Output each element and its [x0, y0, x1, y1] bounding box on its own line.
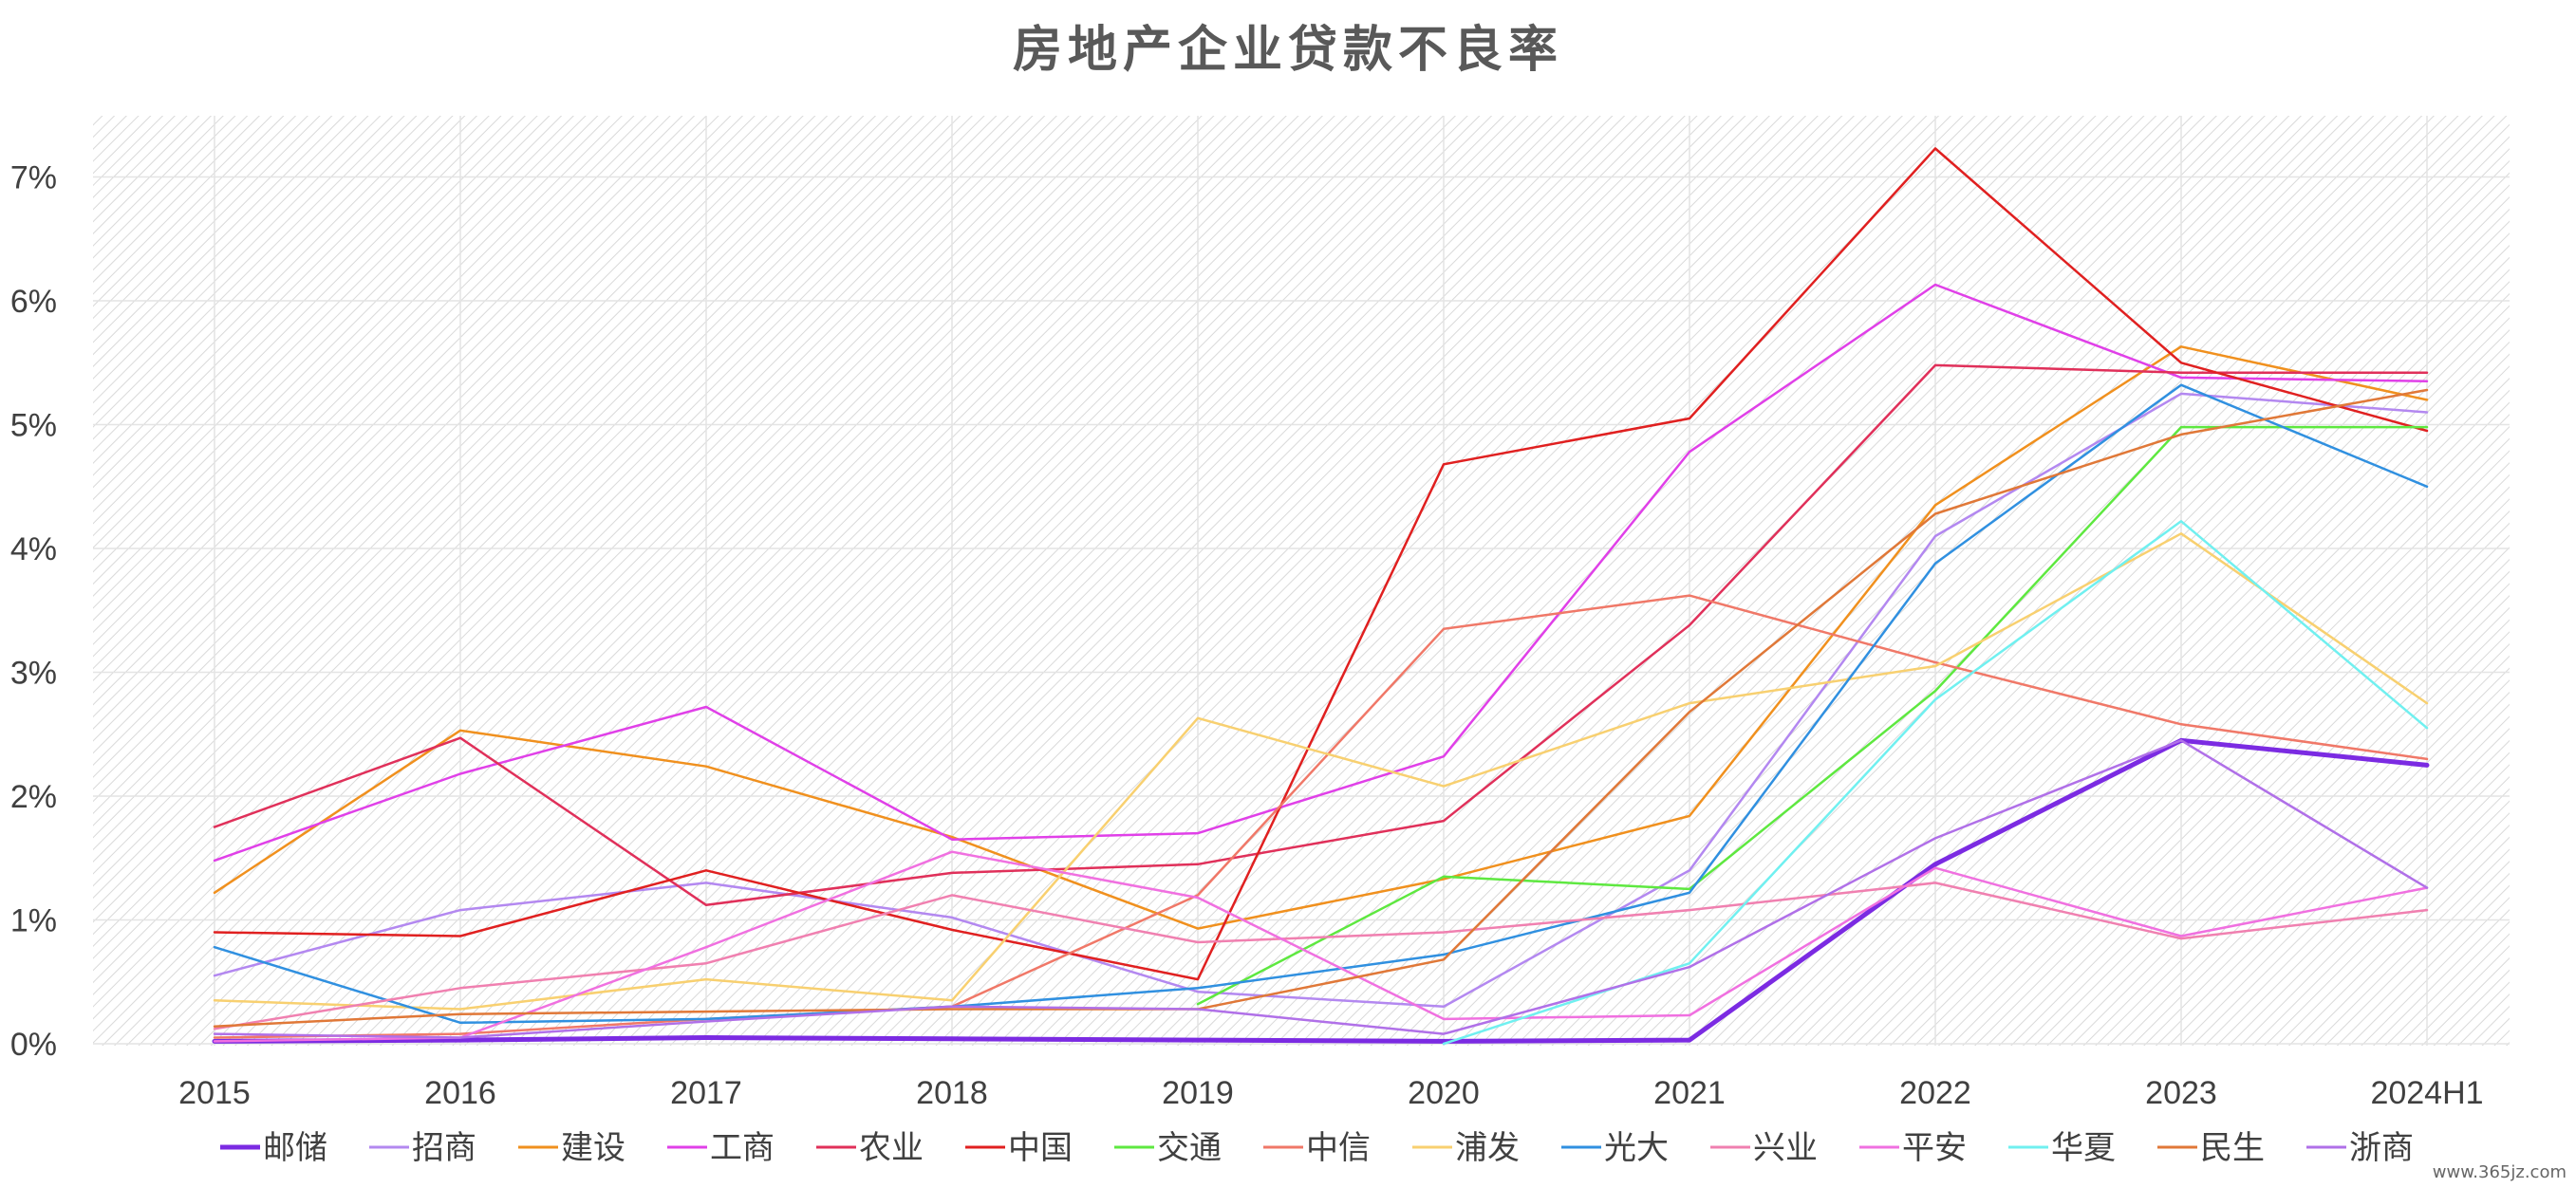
plot-area: [93, 116, 2510, 1046]
legend-label: 民生: [2200, 1129, 2265, 1167]
x-tick-label: 2017: [670, 1075, 742, 1111]
y-tick-label: 1%: [10, 903, 57, 939]
legend-label: 华夏: [2051, 1129, 2116, 1167]
x-tick-label: 2022: [1899, 1075, 1971, 1111]
x-tick-label: 2018: [916, 1075, 988, 1111]
legend-label: 浦发: [1455, 1129, 1520, 1167]
legend-label: 邮储: [263, 1129, 327, 1167]
y-tick-label: 6%: [10, 284, 57, 320]
legend-label: 建设: [561, 1129, 625, 1167]
legend-label: 光大: [1604, 1129, 1669, 1167]
series-line: [213, 392, 2429, 1009]
series-line: [213, 882, 2429, 1030]
x-tick-label: 2019: [1162, 1075, 1234, 1111]
series-line: [213, 147, 2429, 981]
x-tick-label: 2016: [424, 1075, 496, 1111]
y-tick-label: 4%: [10, 531, 57, 567]
y-tick-label: 5%: [10, 408, 57, 444]
y-tick-label: 0%: [10, 1027, 57, 1063]
series-line: [212, 737, 2430, 1044]
legend-label: 农业: [859, 1129, 924, 1167]
x-tick-label: 2020: [1408, 1075, 1480, 1111]
watermark-text: www.365jz.com: [2432, 1162, 2567, 1182]
series-line: [213, 594, 2429, 1039]
legend: 邮储 招商 建设 工商 农业 中国 交通 中信 浦发 光大 兴业 平安 华夏 民生 浙商: [220, 1129, 2414, 1167]
y-tick-label: 2%: [10, 779, 57, 815]
x-tick-label: 2021: [1653, 1075, 1726, 1111]
series-lines: [212, 147, 2430, 1046]
axes: 0% 1% 2% 3% 4% 5% 6% 7% 2015 2016 2017 2018 2019 2020…: [10, 160, 2484, 1112]
series-line: [213, 388, 2429, 1028]
legend-label: 交通: [1157, 1129, 1222, 1167]
legend-label: 中信: [1306, 1129, 1371, 1167]
legend-label: 工商: [710, 1129, 775, 1167]
series-line: [213, 850, 2429, 1043]
x-tick-label: 2023: [2145, 1075, 2217, 1111]
series-line: [213, 532, 2429, 1011]
y-tick-label: 7%: [10, 160, 57, 196]
legend-label: 平安: [1902, 1129, 1967, 1167]
series-line: [213, 363, 2429, 907]
x-tick-label: 2024H1: [2370, 1075, 2483, 1111]
legend-label: 中国: [1008, 1129, 1073, 1167]
gridlines: [93, 116, 2510, 1046]
y-tick-label: 3%: [10, 656, 57, 692]
series-line: [213, 345, 2429, 930]
series-line: [213, 739, 2429, 1039]
legend-label: 浙商: [2349, 1129, 2414, 1167]
chart-title: 房地产企业贷款不良率: [1012, 21, 1563, 79]
legend-label: 招商: [412, 1129, 476, 1167]
series-line: [213, 283, 2429, 863]
legend-label: 兴业: [1753, 1129, 1818, 1167]
x-tick-label: 2015: [178, 1075, 251, 1111]
